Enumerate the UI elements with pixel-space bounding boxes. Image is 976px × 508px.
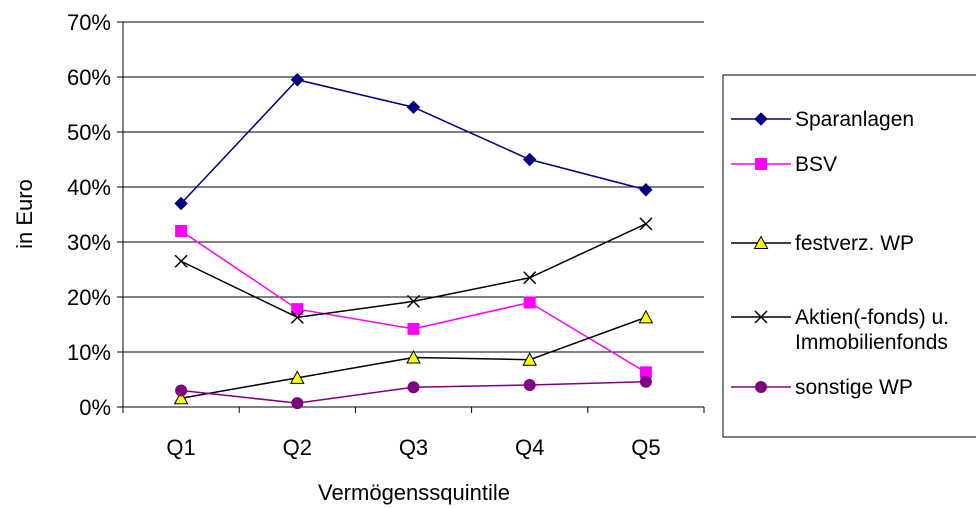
series-square — [175, 225, 652, 379]
y-tick-label: 30% — [67, 230, 111, 255]
y-tick-label: 70% — [67, 10, 111, 35]
legend-item: festverz. WP — [731, 232, 914, 255]
series-diamond — [174, 73, 653, 211]
y-axis-title: in Euro — [12, 179, 37, 249]
legend-item: BSV — [731, 153, 837, 176]
data-point — [522, 352, 538, 366]
legend-label: BSV — [795, 153, 837, 176]
x-tick-label: Q5 — [631, 435, 660, 460]
series-line — [180, 223, 647, 319]
x-tick-label: Q2 — [283, 435, 312, 460]
data-point — [407, 381, 420, 394]
legend-marker — [754, 310, 768, 324]
y-tick-label: 20% — [67, 285, 111, 310]
legend-item: Sparanlagen — [731, 108, 914, 131]
legend-box — [722, 74, 976, 438]
legend-label: sonstige WP — [795, 376, 913, 399]
data-point — [406, 100, 421, 114]
data-point — [522, 152, 537, 167]
legend-marker — [755, 158, 767, 170]
data-point — [523, 296, 536, 309]
x-tick-label: Q3 — [399, 435, 428, 460]
y-tick-label: 50% — [67, 120, 111, 145]
data-point — [523, 271, 537, 285]
data-point — [174, 254, 188, 268]
legend-label: Immobilienfonds — [795, 331, 948, 354]
data-point — [639, 375, 652, 388]
y-tick-label: 40% — [67, 175, 111, 200]
legend-item: sonstige WP — [731, 376, 913, 399]
data-point — [638, 309, 654, 324]
x-axis-title: Vermögenssquintile — [318, 480, 510, 505]
data-point — [406, 294, 421, 308]
data-point — [175, 225, 188, 237]
y-tick-label: 10% — [67, 340, 111, 365]
legend-marker — [755, 381, 767, 393]
data-point — [174, 196, 188, 211]
legend-items: Sparanlagen BSV festverz. WP Aktien(-fonds)… — [731, 108, 949, 399]
y-tick-label: 60% — [67, 65, 111, 90]
legend-label: festverz. WP — [795, 232, 914, 255]
data-point — [523, 379, 536, 391]
data-point — [291, 303, 304, 316]
data-point — [639, 183, 653, 197]
legend-label: Sparanlagen — [795, 108, 914, 131]
y-tick-label: 0% — [79, 395, 111, 420]
data-point — [639, 217, 653, 231]
series-circle — [175, 375, 652, 410]
data-point — [291, 397, 304, 410]
series-line — [180, 78, 647, 205]
legend-label: Aktien(-fonds) u. — [795, 306, 949, 329]
data-point — [406, 349, 421, 364]
x-tick-label: Q4 — [515, 435, 544, 460]
series-x — [174, 217, 653, 324]
data-point — [175, 384, 188, 397]
data-point — [173, 390, 189, 405]
gridlines — [123, 21, 704, 353]
legend-marker — [754, 112, 768, 126]
data-point — [290, 310, 304, 324]
data-point — [289, 370, 305, 384]
legend-item: Aktien(-fonds) u.Immobilienfonds — [731, 306, 949, 354]
data-point — [290, 73, 305, 87]
legend-marker — [753, 235, 769, 249]
x-tick-label: Q1 — [166, 435, 195, 460]
series-triangle — [173, 309, 654, 405]
axes — [117, 21, 705, 413]
series-lines — [173, 73, 654, 410]
legend: Sparanlagen BSV festverz. WP Aktien(-fonds)… — [722, 74, 976, 438]
data-point — [407, 322, 420, 335]
tick-labels: 0% 10% 20% 30% 40% 50% 60% 70% Q1 Q2 Q3 Q4 Q5 — [67, 10, 661, 460]
